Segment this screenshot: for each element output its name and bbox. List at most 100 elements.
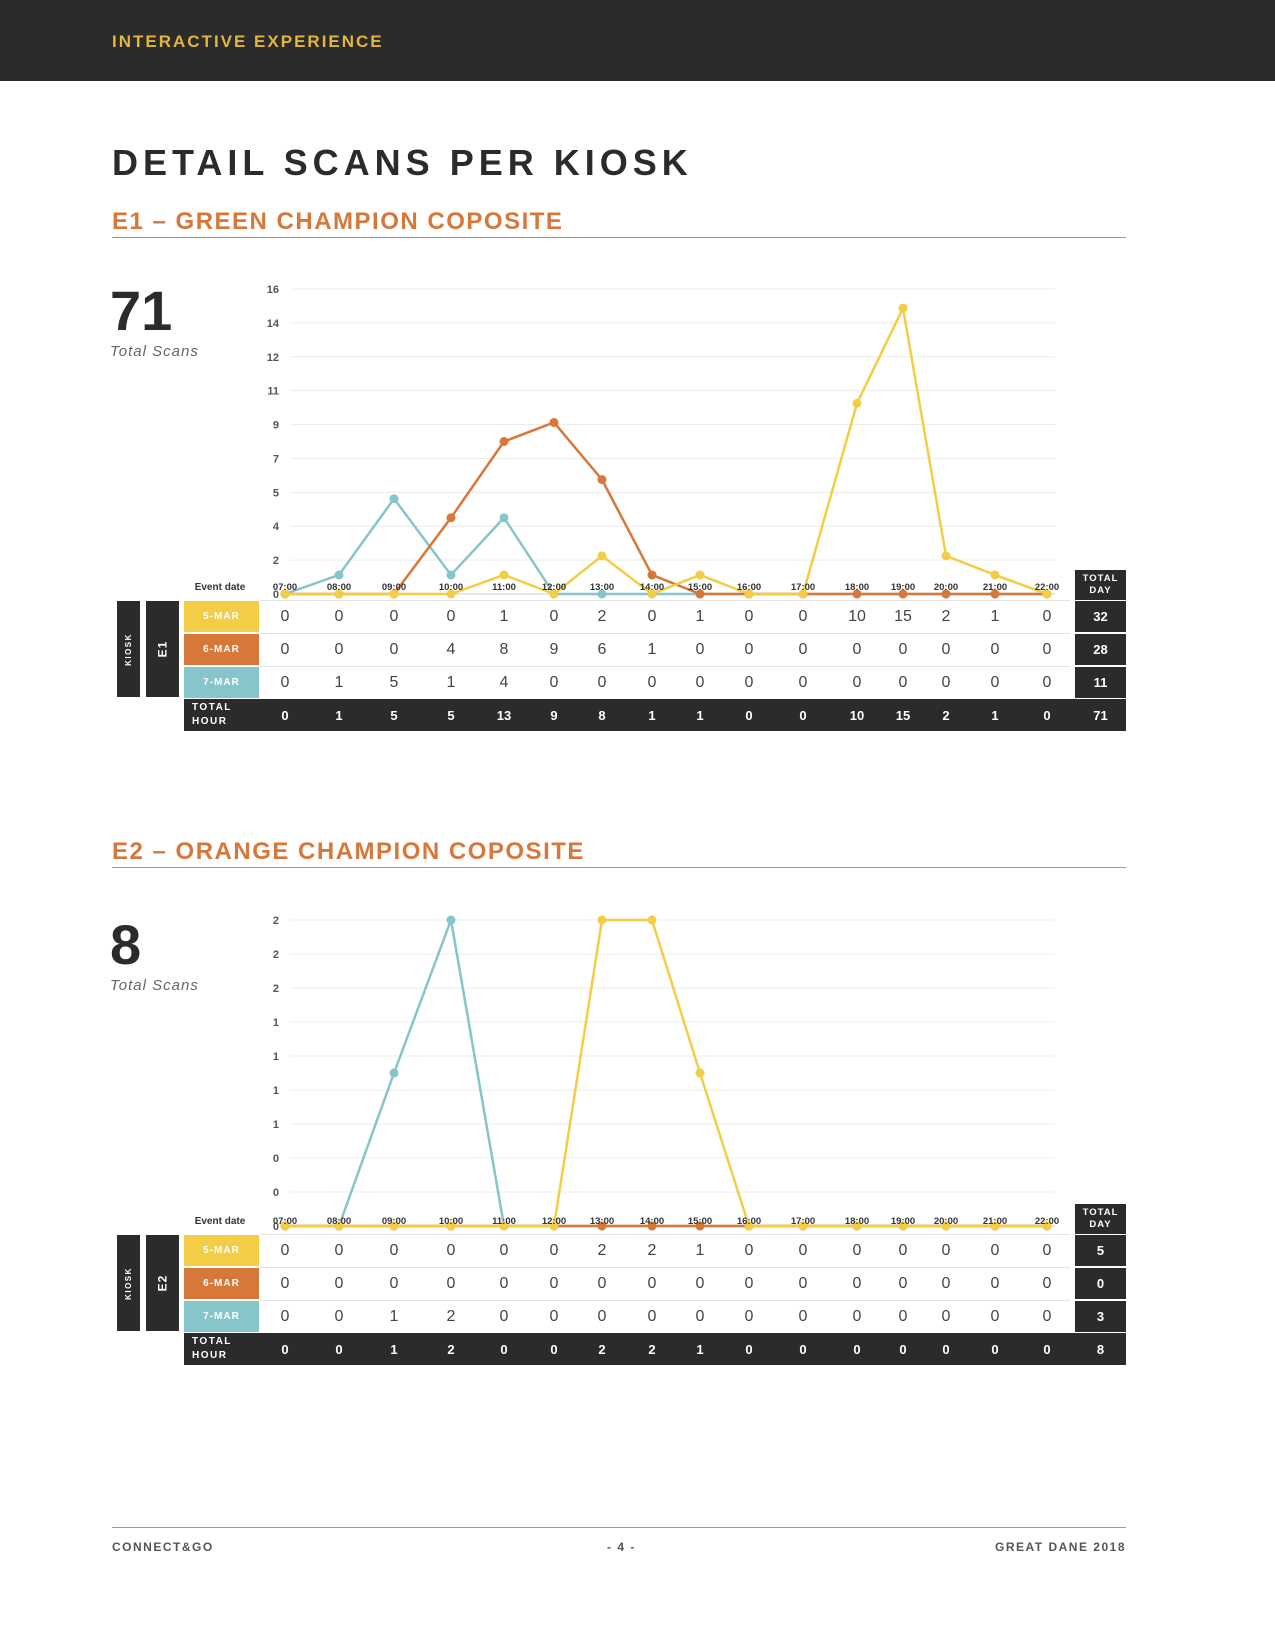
section-divider — [112, 237, 1126, 238]
hour-header: 21:00 — [982, 1215, 1008, 1227]
table-cell: 0 — [647, 1308, 657, 1325]
table-cell: 0 — [941, 674, 951, 691]
table-cell: 0 — [1042, 641, 1052, 658]
table-cell: 9 — [549, 641, 559, 658]
table-cell: 0 — [389, 641, 399, 658]
date-label-6-mar: 6-MAR — [184, 634, 259, 665]
total-hour-value: 0 — [899, 1341, 907, 1357]
data-point — [990, 589, 1000, 599]
data-point — [898, 589, 908, 599]
table-cell: 0 — [549, 608, 559, 625]
hour-header: 11:00 — [492, 1215, 516, 1227]
data-point — [446, 589, 456, 599]
table-cell: 0 — [852, 674, 862, 691]
table-cell: 2 — [597, 608, 607, 625]
y-tick-label: 14 — [267, 318, 280, 330]
table-cell: 0 — [695, 641, 705, 658]
hour-header: 12:00 — [541, 1215, 567, 1227]
table-cell: 0 — [647, 1275, 657, 1292]
hour-header: 16:00 — [736, 1215, 762, 1227]
y-tick-label: 1 — [273, 1017, 279, 1029]
footer-divider — [112, 1527, 1126, 1528]
total-hour-value: 0 — [799, 1341, 807, 1357]
table-cell: 0 — [597, 1275, 607, 1292]
table-cell: 2 — [941, 608, 951, 625]
footer-right: GREAT DANE 2018 — [995, 1540, 1126, 1554]
event-date-header: Event date — [194, 1215, 246, 1227]
table-cell: 0 — [1042, 1275, 1052, 1292]
table-cell: 1 — [389, 1308, 399, 1325]
hour-header: 07:00 — [272, 1215, 298, 1227]
kiosk-id-text: E2 — [155, 1274, 170, 1292]
section-title: E1 – GREEN CHAMPION COPOSITE — [112, 208, 564, 235]
date-label-7-mar: 7-MAR — [184, 667, 259, 698]
data-point — [941, 589, 951, 599]
table-cell: 0 — [1042, 1242, 1052, 1259]
table-cell: 0 — [941, 1308, 951, 1325]
table-cell: 4 — [446, 641, 456, 658]
data-point — [798, 589, 808, 599]
table-cell: 0 — [898, 674, 908, 691]
y-tick-label: 0 — [273, 1187, 279, 1199]
data-point — [499, 513, 509, 523]
total-hour-bar — [184, 1333, 1126, 1365]
total-day-header-line: TOTAL — [1082, 573, 1119, 584]
total-hour-value: 2 — [942, 707, 950, 723]
table-cell: 0 — [852, 641, 862, 658]
kiosk-vertical-label: KIOSK — [117, 601, 140, 697]
hour-header: 12:00 — [541, 581, 567, 593]
table-cell: 0 — [280, 1242, 290, 1259]
table-cell: 0 — [280, 1308, 290, 1325]
data-point — [852, 589, 862, 599]
table-cell: 0 — [898, 1308, 908, 1325]
table-cell: 0 — [798, 1308, 808, 1325]
data-point — [898, 1221, 908, 1231]
y-tick-label: 7 — [273, 453, 279, 465]
hour-header: 16:00 — [736, 581, 762, 593]
total-day-header-line: TOTAL — [1082, 1207, 1119, 1218]
table-cell: 4 — [499, 674, 509, 691]
table-cell: 0 — [695, 1275, 705, 1292]
hour-header: 19:00 — [890, 581, 916, 593]
total-day-value: 3 — [1075, 1301, 1126, 1332]
hour-header: 22:00 — [1034, 581, 1060, 593]
total-scans-value: 8 — [110, 913, 142, 976]
hour-header: 15:00 — [687, 581, 713, 593]
total-hour-value: 0 — [745, 1341, 753, 1357]
data-point — [446, 570, 456, 580]
data-point — [695, 589, 705, 599]
grand-total-value: 71 — [1093, 707, 1108, 723]
total-hour-value: 5 — [447, 707, 455, 723]
table-cell: 0 — [597, 674, 607, 691]
table-cell: 0 — [990, 674, 1000, 691]
total-hour-value: 0 — [991, 1341, 999, 1357]
y-tick-label: 2 — [273, 915, 279, 927]
total-hour-value: 8 — [598, 707, 606, 723]
y-tick-label: 0 — [273, 1221, 279, 1233]
total-day-value: 0 — [1075, 1268, 1126, 1299]
table-cell: 0 — [798, 608, 808, 625]
table-cell: 2 — [597, 1242, 607, 1259]
hour-header: 13:00 — [589, 1215, 615, 1227]
data-point — [389, 589, 399, 599]
total-day-value: 5 — [1075, 1235, 1126, 1266]
table-cell: 0 — [941, 1275, 951, 1292]
data-point — [597, 1221, 607, 1231]
data-point — [647, 570, 657, 580]
data-point — [744, 1221, 754, 1231]
total-day-value: 28 — [1075, 634, 1126, 665]
y-tick-label: 2 — [273, 949, 279, 961]
total-hour-value: 1 — [335, 707, 343, 723]
total-hour-value: 13 — [496, 707, 512, 723]
table-cell: 0 — [852, 1275, 862, 1292]
table-cell: 0 — [990, 1308, 1000, 1325]
data-point — [1042, 589, 1052, 599]
table-cell: 0 — [499, 1242, 509, 1259]
hour-header: 20:00 — [933, 1215, 959, 1227]
table-cell: 0 — [280, 674, 290, 691]
table-cell: 0 — [389, 608, 399, 625]
table-cell: 0 — [941, 1242, 951, 1259]
data-point — [597, 551, 607, 561]
footer-page-number: - 4 - — [607, 1540, 636, 1554]
y-tick-label: 5 — [273, 487, 279, 499]
